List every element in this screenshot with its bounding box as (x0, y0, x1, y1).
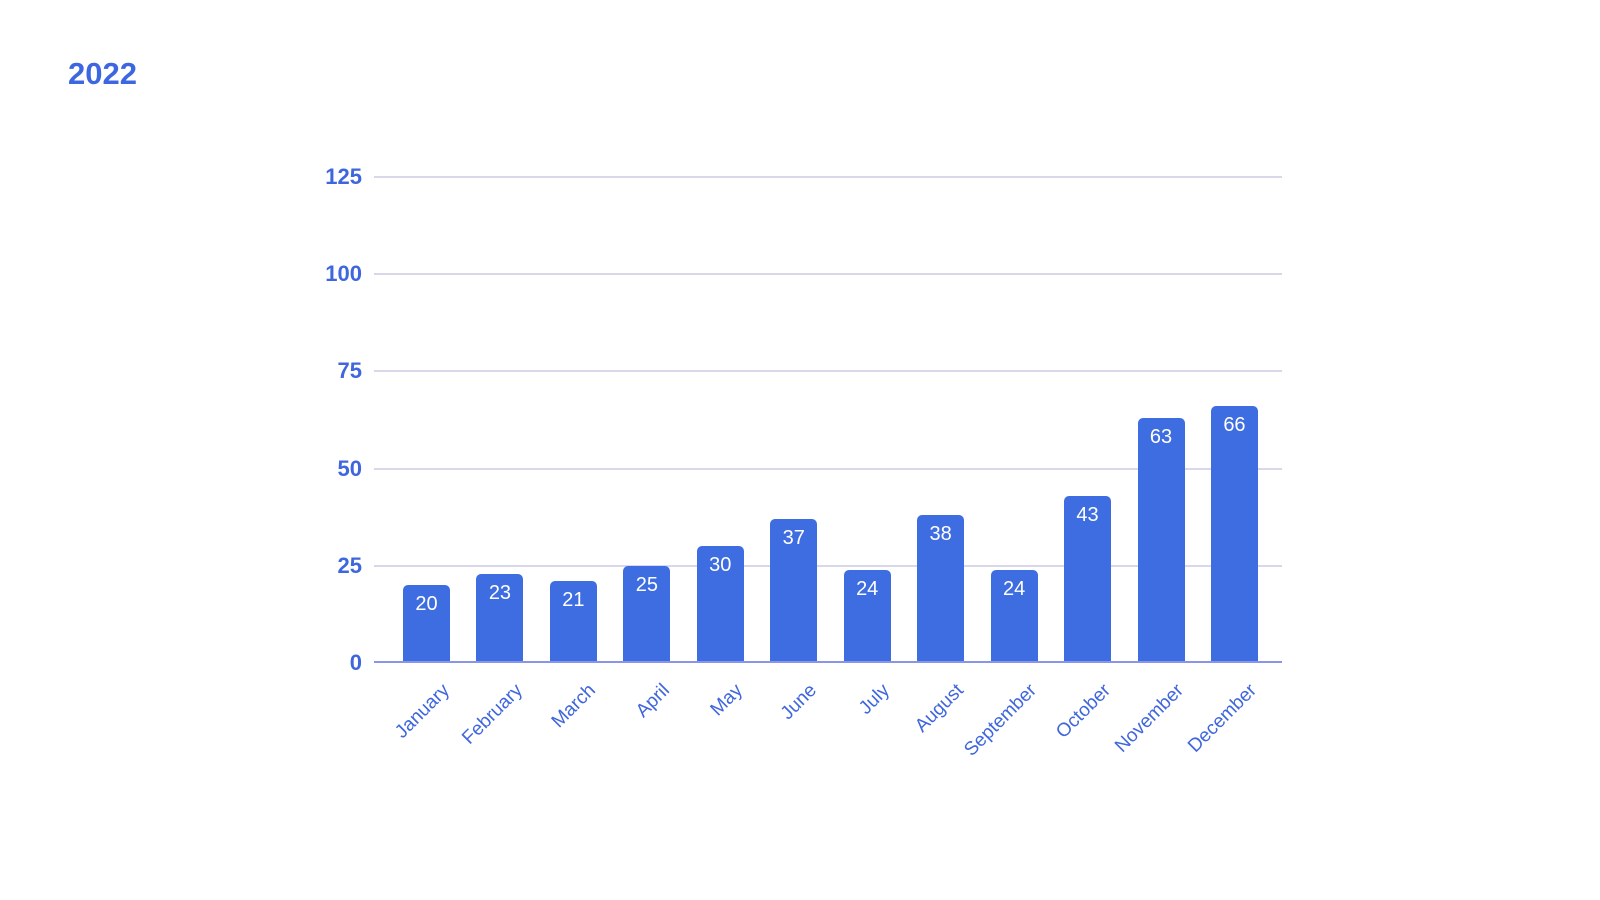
bar-april: 25 (623, 565, 671, 661)
bar-february: 23 (476, 573, 524, 661)
y-axis-tick-label: 75 (337, 358, 362, 384)
bar-january: 20 (403, 585, 450, 661)
bar-may: 30 (696, 546, 744, 661)
gridline-75 (374, 370, 1282, 373)
bar-value-label: 24 (1002, 577, 1026, 600)
bar-october: 43 (1064, 495, 1112, 661)
bar-value-label: 25 (635, 573, 658, 596)
y-axis-tick-label: 25 (337, 552, 362, 578)
bar-november: 63 (1137, 418, 1185, 661)
x-axis-baseline (374, 661, 1282, 663)
bar-june: 37 (770, 519, 818, 661)
x-axis-month-label: January (390, 680, 454, 743)
bar-value-label: 24 (856, 577, 879, 600)
y-axis-tick-label: 0 (349, 650, 362, 675)
gridline-25 (374, 564, 1282, 567)
bar-value-label: 30 (709, 554, 732, 577)
bar-december: 66 (1210, 406, 1258, 661)
bar-july: 24 (843, 569, 891, 661)
bar-value-label: 66 (1223, 414, 1246, 437)
gridline-50 (374, 467, 1282, 470)
bar-value-label: 20 (415, 593, 438, 616)
plot-area: 20 23 21 25 30 37 24 38 24 43 63 66 (374, 176, 1282, 663)
bar-value-label: 21 (562, 589, 585, 612)
bar-value-label: 43 (1076, 503, 1099, 526)
bar-value-label: 63 (1149, 426, 1173, 449)
bar-september: 24 (990, 569, 1038, 661)
bar-march: 21 (549, 581, 597, 661)
y-axis-tick-label: 100 (325, 261, 362, 287)
y-axis-tick-label: 125 (325, 164, 362, 189)
gridline-100 (374, 273, 1282, 276)
chart-title: 2022 (68, 56, 137, 91)
y-axis-tick-label: 50 (337, 455, 362, 481)
gridline-125 (374, 176, 1282, 178)
bar-august: 38 (917, 515, 965, 661)
bar-value-label: 38 (929, 523, 952, 546)
bar-value-label: 37 (782, 527, 805, 550)
bar-value-label: 23 (488, 581, 512, 604)
